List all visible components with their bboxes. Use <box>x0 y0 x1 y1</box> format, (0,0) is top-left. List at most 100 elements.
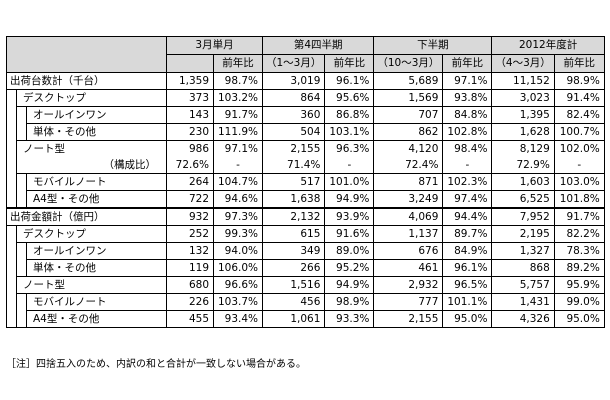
header-yoy: 前年比 <box>324 54 375 73</box>
cell: 707 <box>373 106 444 124</box>
cell: 103.2% <box>213 89 263 107</box>
indent-spacer <box>16 173 27 209</box>
header-march-blank <box>166 54 214 73</box>
header-h2-period: （10～3月） <box>373 54 444 73</box>
cell: 84.8% <box>442 106 493 124</box>
header-q4-period: （1～3月） <box>261 54 326 73</box>
footnote: ［注］四捨五入のため、内訳の和と合計が一致しない場合がある。 <box>6 359 306 370</box>
indent-spacer <box>16 293 27 328</box>
cell: 97.1% <box>213 140 263 157</box>
cell: 722 <box>166 190 214 209</box>
cell: 97.3% <box>213 207 263 226</box>
cell: 95.0% <box>553 310 605 328</box>
cell: 3,019 <box>261 72 326 90</box>
cell: 96.1% <box>442 259 493 277</box>
cell: 93.9% <box>324 207 375 226</box>
indent-spacer <box>16 106 27 141</box>
cell: 871 <box>373 173 444 191</box>
cell: 82.4% <box>553 106 605 124</box>
table-row-units-standalone: 単体・その他 230 111.9% 504 103.1% 862 102.8% … <box>7 123 605 141</box>
cell: 86.8% <box>324 106 375 124</box>
table-row-units-notebook: ノート型 986 97.1% 2,155 96.3% 4,120 98.4% 8… <box>7 140 605 157</box>
cell: 103.7% <box>213 293 263 311</box>
cell: 84.9% <box>442 242 493 260</box>
cell: 264 <box>166 173 214 191</box>
cell: 456 <box>261 293 326 311</box>
header-corner <box>6 36 167 55</box>
header-yoy: 前年比 <box>213 54 263 73</box>
table-row-value-allinone: オールインワン 132 94.0% 349 89.0% 676 84.9% 1,… <box>7 242 605 277</box>
cell: 2,155 <box>261 140 326 157</box>
cell: 102.0% <box>553 140 605 157</box>
cell: 2,195 <box>491 225 555 243</box>
cell: 4,069 <box>373 207 444 226</box>
cell: 102.8% <box>442 123 493 141</box>
cell: 132 <box>166 242 214 260</box>
cell: 226 <box>166 293 214 311</box>
table-row-units-total: 出荷台数計（千台） 1,359 98.7% 3,019 96.1% 5,689 … <box>6 72 605 90</box>
cell: 11,152 <box>491 72 555 90</box>
cell: 101.0% <box>324 173 375 191</box>
cell: 1,431 <box>491 293 555 311</box>
cell: 94.0% <box>213 242 263 260</box>
cell: 89.2% <box>553 259 605 277</box>
row-label: デスクトップ <box>16 89 167 107</box>
cell: - <box>553 157 605 174</box>
header-fy-period: （4～3月） <box>491 54 555 73</box>
indent-spacer <box>16 242 27 277</box>
cell: 1,638 <box>261 190 326 209</box>
row-label: モバイルノート <box>26 173 167 191</box>
table-row-units-desktop: デスクトップ 373 103.2% 864 95.6% 1,569 93.8% … <box>6 89 605 209</box>
table-row-value-total: 出荷金額計（億円） 932 97.3% 2,132 93.9% 4,069 94… <box>6 207 605 226</box>
cell: 2,155 <box>373 310 444 328</box>
cell: 94.9% <box>324 276 375 294</box>
cell: 94.6% <box>213 190 263 209</box>
cell: 2,932 <box>373 276 444 294</box>
cell: 1,628 <box>491 123 555 141</box>
cell: 93.8% <box>442 89 493 107</box>
cell: 99.3% <box>213 225 263 243</box>
cell: 252 <box>166 225 214 243</box>
cell: 1,395 <box>491 106 555 124</box>
indent-spacer <box>6 225 17 328</box>
cell: 862 <box>373 123 444 141</box>
cell: 95.2% <box>324 259 375 277</box>
cell: 4,326 <box>491 310 555 328</box>
cell: 96.1% <box>324 72 375 90</box>
cell: 91.7% <box>213 106 263 124</box>
cell: 932 <box>166 207 214 226</box>
cell: 1,061 <box>261 310 326 328</box>
header-fy2012: 2012年度計 <box>491 36 605 55</box>
cell: 98.9% <box>553 72 605 90</box>
cell: 986 <box>166 140 214 157</box>
cell: 91.4% <box>553 89 605 107</box>
cell: 96.3% <box>324 140 375 157</box>
cell: 101.1% <box>442 293 493 311</box>
cell: 93.4% <box>213 310 263 328</box>
table-row-units-mobile: モバイルノート 264 104.7% 517 101.0% 871 102.3%… <box>7 173 605 209</box>
shipment-table: 3月単月 第4四半期 下半期 2012年度計 前年比 （1～3月） 前年比 （1… <box>6 36 605 328</box>
cell: 78.3% <box>553 242 605 260</box>
row-label: ノート型 <box>16 276 167 294</box>
cell: 89.7% <box>442 225 493 243</box>
cell: 680 <box>166 276 214 294</box>
table-row-value-mobile: モバイルノート 226 103.7% 456 98.9% 777 101.1% … <box>7 293 605 328</box>
header-row-sub: 前年比 （1～3月） 前年比 （10～3月） 前年比 （4～3月） 前年比 <box>6 54 605 73</box>
cell: 94.4% <box>442 207 493 226</box>
row-label: 出荷台数計（千台） <box>6 72 167 90</box>
cell: 96.6% <box>213 276 263 294</box>
cell: 103.1% <box>324 123 375 141</box>
cell: 3,249 <box>373 190 444 209</box>
row-label: 単体・その他 <box>26 123 167 141</box>
cell: 461 <box>373 259 444 277</box>
row-label: デスクトップ <box>16 225 167 243</box>
row-label: 出荷金額計（億円） <box>6 207 167 226</box>
header-corner-lower <box>6 54 167 73</box>
cell: 2,132 <box>261 207 326 226</box>
cell: 101.8% <box>553 190 605 209</box>
cell: 1,569 <box>373 89 444 107</box>
cell: 517 <box>261 173 326 191</box>
cell: 455 <box>166 310 214 328</box>
cell: 89.0% <box>324 242 375 260</box>
row-label: A4型・その他 <box>26 310 167 328</box>
